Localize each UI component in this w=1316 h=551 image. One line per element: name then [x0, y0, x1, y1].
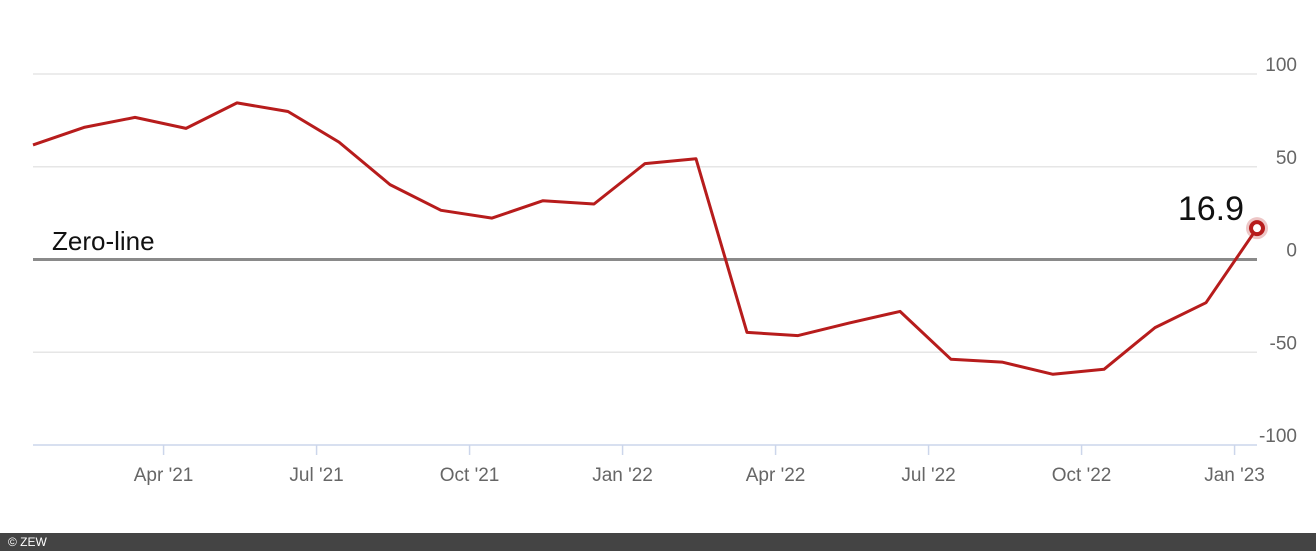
x-tick-label: Jan '23	[1204, 465, 1265, 486]
y-tick-label: -50	[1270, 333, 1297, 354]
x-tick-label: Apr '22	[746, 465, 806, 486]
zero-line-label: Zero-line	[52, 226, 155, 256]
chart: Zero-line -100 -50 0 50 100 Apr '21 Jul '21 Oct…	[32, 55, 1297, 486]
x-tick-label: Jul '22	[901, 465, 955, 486]
x-tick-label: Jul '21	[289, 465, 343, 486]
data-label: 16.9	[1178, 190, 1244, 228]
end-marker	[1249, 220, 1265, 237]
y-tick-label: 50	[1276, 148, 1297, 169]
x-tick-label: Jan '22	[592, 465, 653, 486]
y-tick-label: 100	[1265, 55, 1297, 76]
series-line	[32, 101, 1259, 376]
x-tick-label: Oct '21	[440, 465, 500, 486]
source: © ZEW	[0, 533, 1316, 551]
x-tick-label: Oct '22	[1052, 465, 1112, 486]
y-tick-label: -100	[1259, 426, 1297, 447]
x-tick-label: Apr '21	[134, 465, 194, 486]
y-tick-label: 0	[1286, 241, 1297, 262]
